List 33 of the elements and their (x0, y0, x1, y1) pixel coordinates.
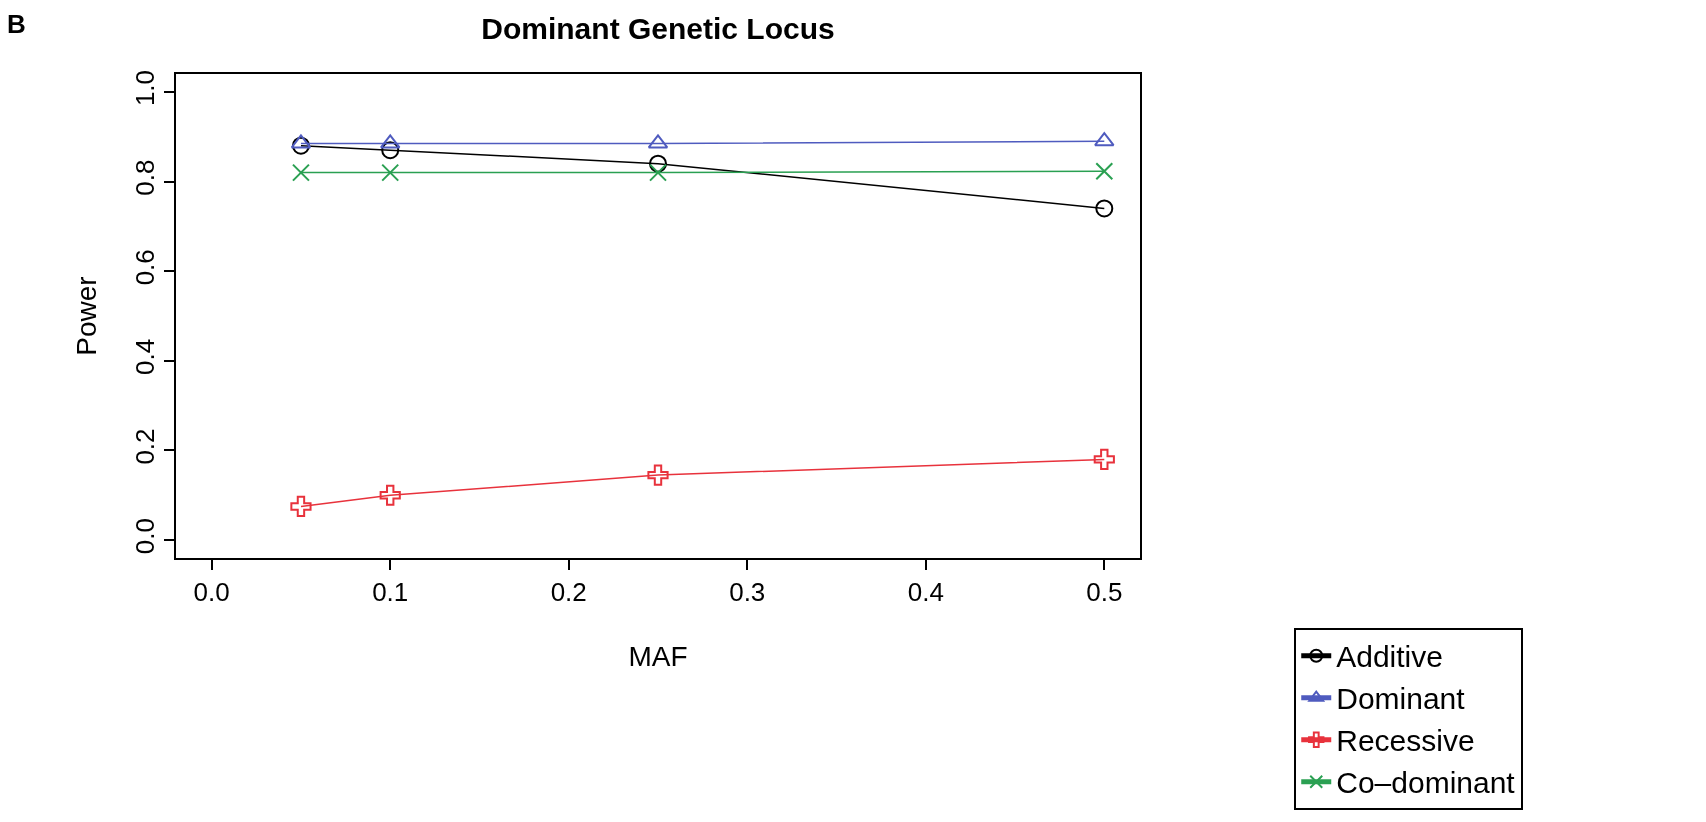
point (291, 136, 310, 155)
point (1094, 132, 1115, 147)
point (1093, 448, 1115, 471)
x-tick-label: 0.2 (550, 576, 587, 607)
point (1095, 199, 1114, 218)
chart-title: Dominant Genetic Locus (481, 12, 835, 46)
point (379, 484, 401, 506)
legend-label: Recessive (1336, 724, 1475, 758)
x-tick-label: 0.4 (907, 576, 944, 607)
point (649, 154, 667, 173)
point (381, 141, 400, 160)
x-tick-label: 0.0 (193, 576, 230, 607)
point (649, 163, 667, 182)
legend-label: Dominant (1336, 682, 1466, 716)
point (647, 464, 669, 486)
y-tick-label: 0.2 (129, 428, 160, 465)
point (1095, 162, 1114, 181)
y-tick-label: 0.0 (129, 518, 160, 555)
y-axis-title: Power (71, 276, 103, 356)
y-tick-label: 0.6 (129, 249, 160, 286)
x-tick-label: 0.1 (372, 576, 409, 607)
y-tick-label: 0.4 (129, 338, 160, 375)
point (381, 163, 400, 182)
y-tick-label: 0.8 (129, 159, 160, 196)
text: B (7, 9, 26, 39)
x-tick-label: 0.5 (1086, 576, 1123, 607)
x-axis-title: MAF (628, 640, 688, 672)
legend-label: Co–dominant (1336, 766, 1516, 800)
legend-label: Additive (1336, 640, 1443, 674)
x-tick-label: 0.3 (729, 576, 766, 607)
point (291, 163, 310, 182)
point (290, 495, 312, 518)
y-tick-label: 1.0 (129, 69, 160, 107)
